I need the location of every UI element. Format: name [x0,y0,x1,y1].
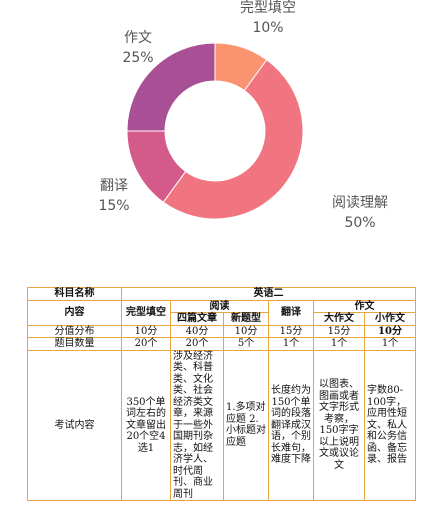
slice-name-label: 阅读理解 [332,194,388,211]
subject-value: 英语二 [121,287,416,301]
table-cell: 15分 [313,324,365,338]
content-row: 考试内容 350个单词左右的文章留出20个空4选1 涉及经济类、科普类、文化类、… [27,349,416,501]
score-row: 分值分布 10分 40分 10分 15分 15分 10分 [27,324,416,338]
reading-sub2-header: 新题型 [223,312,269,326]
table-cell: 涉及经济类、科普类、文化类、社会经济类文章，来源于一些外国期刊杂志，如经济学人、… [170,349,224,501]
slice-name-label: 翻译 [100,178,128,194]
writing-sub1-header: 大作文 [313,312,365,326]
reading-header: 阅读 [170,299,269,313]
table-cell: 40分 [170,324,224,338]
table-cell: 字数80-100字，应用性短文、私人和公务信函、备忘录、报告 [364,349,416,501]
translation-header: 翻译 [268,299,314,326]
row-label: 分值分布 [27,324,122,338]
donut-labels: 完型填空 10% 阅读理解 50% 翻译 15% 作文 25% [98,0,388,231]
donut-chart: 完型填空 10% 阅读理解 50% 翻译 15% 作文 25% [98,0,388,231]
table-cell: 1个 [364,337,416,351]
count-row: 题目数量 20个 20个 5个 1个 1个 1个 [27,337,416,351]
table-cell: 10分 [364,324,416,338]
slice-percent-label: 25% [122,50,153,66]
content-header: 内容 [27,299,122,326]
table-cell: 长度约为150个单词的段落翻译成汉语，个别长难句，难度下降 [268,349,314,501]
table-cell: 1.多项对应题 2.小标题对应题 [223,349,269,501]
table-cell: 以图表、图画或者文字形式考察，150字字以上说明文或议论文 [313,349,365,501]
table-cell: 10分 [121,324,171,338]
table-cell: 20个 [121,337,171,351]
table-cell: 1个 [268,337,314,351]
cloze-header: 完型填空 [121,299,171,326]
slice-name-label: 作文 [124,30,152,46]
row-label: 考试内容 [27,349,122,501]
table-cell: 5个 [223,337,269,351]
slice-percent-label: 50% [344,215,375,231]
subject-label: 科目名称 [27,287,122,301]
slice-percent-label: 10% [252,20,283,36]
table-cell: 1个 [313,337,365,351]
donut-slice [162,59,304,220]
table-cell: 15分 [268,324,314,338]
slice-name-label: 完型填空 [240,0,296,16]
slice-percent-label: 15% [98,198,129,214]
table-cell: 10分 [223,324,269,338]
table-cell: 350个单词左右的文章留出20个空4选1 [121,349,171,501]
exam-structure-table: 科目名称 英语二 内容 完型填空 阅读 翻译 作文 四篇文章 新题型 大作文 小… [27,287,416,501]
table-cell: 20个 [170,337,224,351]
writing-header: 作文 [313,299,416,313]
row-label: 题目数量 [27,337,122,351]
donut-slices [126,42,304,220]
reading-sub1-header: 四篇文章 [170,312,224,326]
writing-sub2-header: 小作文 [364,312,416,326]
donut-slice [126,42,216,132]
